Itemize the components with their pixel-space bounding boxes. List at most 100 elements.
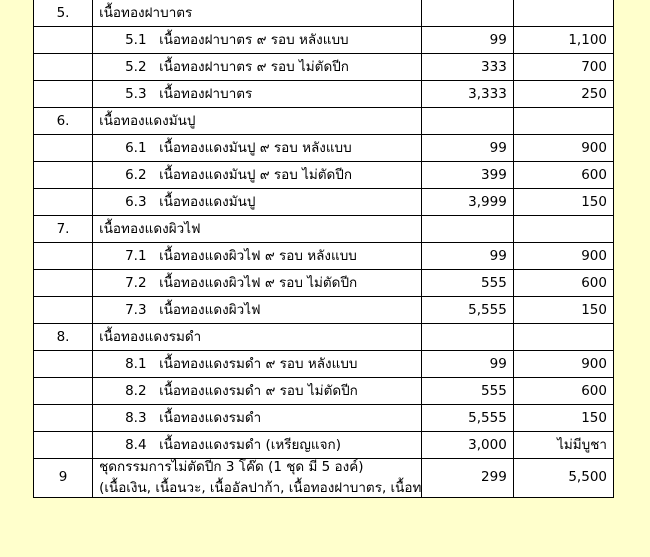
row-description-cell: 8.3 เนื้อทองแดงรมดำ [92,404,422,432]
row-price-cell: 1,100 [512,26,615,54]
row-description-cell: 5.1 เนื้อทองฝาบาตร ๙ รอบ หลังแบบ [92,26,422,54]
table-row: 8. เนื้อทองแดงรมดำ [32,323,615,351]
row-quantity-cell: 99 [420,134,514,162]
row-description-cell: ชุดกรรมการไม่ตัดปีก 3 โค๊ด (1 ชุด มี 5 อ… [92,458,422,498]
row-number-cell: 8. [32,323,94,351]
description-indent: 7.1 เนื้อทองแดงผิวไฟ ๙ รอบ หลังแบบ [99,248,357,265]
table-row: 8.2 เนื้อทองแดงรมดำ ๙ รอบ ไม่ตัดปีก 555 6… [32,377,615,405]
sub-item-number: 5.1 [125,31,147,48]
table-row: 8.3 เนื้อทองแดงรมดำ 5,555 150 [32,404,615,432]
sub-item-number: 7.2 [125,274,147,291]
sub-item-number: 5.2 [125,58,147,75]
row-number-cell [32,350,94,378]
row-description-cell: 5.3 เนื้อทองฝาบาตร [92,80,422,108]
row-quantity-cell: 399 [420,161,514,189]
row-number-cell [32,431,94,459]
row-price-cell: 700 [512,53,615,81]
row-price-cell: 600 [512,269,615,297]
table-row: 5.3 เนื้อทองฝาบาตร 3,333 250 [32,80,615,108]
description-text: เนื้อทองแดงผิวไฟ [99,220,201,237]
sub-item-number: 5.3 [125,85,147,102]
row-description-cell: เนื้อทองแดงผิวไฟ [92,215,422,243]
description-text: เนื้อทองแดงรมดำ ๙ รอบ ไม่ตัดปีก [159,382,358,399]
row-price-cell [512,215,615,243]
row-description-cell: เนื้อทองฝาบาตร [92,0,422,27]
row-price-cell: 5,500 [512,458,615,498]
row-description-cell: 6.1 เนื้อทองแดงมันปู ๙ รอบ หลังแบบ [92,134,422,162]
row-number-cell [32,242,94,270]
row-quantity-cell: 333 [420,53,514,81]
table-row: 7.2 เนื้อทองแดงผิวไฟ ๙ รอบ ไม่ตัดปีก 555 … [32,269,615,297]
row-number-cell: 6. [32,107,94,135]
description-indent: 8.2 เนื้อทองแดงรมดำ ๙ รอบ ไม่ตัดปีก [99,383,358,400]
row-price-cell: 900 [512,242,615,270]
description-text: เนื้อทองแดงผิวไฟ [159,301,261,318]
row-quantity-cell: 3,999 [420,188,514,216]
table-body: 5. เนื้อทองฝาบาตร 5.1 เนื้อทองฝาบาตร ๙ รอ… [32,0,615,498]
description-indent: 5.2 เนื้อทองฝาบาตร ๙ รอบ ไม่ตัดปีก [99,59,349,76]
row-number-cell [32,269,94,297]
table-row: 6.2 เนื้อทองแดงมันปู ๙ รอบ ไม่ตัดปีก 399 … [32,161,615,189]
row-quantity-cell [420,0,514,27]
table-row: 7. เนื้อทองแดงผิวไฟ [32,215,615,243]
row-description-cell: 7.3 เนื้อทองแดงผิวไฟ [92,296,422,324]
table-row: 8.1 เนื้อทองแดงรมดำ ๙ รอบ หลังแบบ 99 900 [32,350,615,378]
table-row: 5.2 เนื้อทองฝาบาตร ๙ รอบ ไม่ตัดปีก 333 70… [32,53,615,81]
sub-item-number: 6.2 [125,166,147,183]
row-quantity-cell: 99 [420,350,514,378]
row-number-cell [32,404,94,432]
description-text: เนื้อทองฝาบาตร ๙ รอบ ไม่ตัดปีก [159,58,349,75]
description-text: เนื้อทองแดงมันปู ๙ รอบ หลังแบบ [159,139,352,156]
description-text: เนื้อทองแดงมันปู ๙ รอบ ไม่ตัดปีก [159,166,353,183]
description-text: เนื้อทองแดงรมดำ ๙ รอบ หลังแบบ [159,355,358,372]
row-number-cell [32,161,94,189]
sub-item-number: 6.1 [125,139,147,156]
description-text-line2: (เนื้อเงิน, เนื้อนวะ, เนื้ออัลปาก้า, เนื… [99,479,422,496]
row-quantity-cell: 5,555 [420,404,514,432]
table-row: 5. เนื้อทองฝาบาตร [32,0,615,27]
sub-item-number: 7.3 [125,301,147,318]
row-description-cell: 7.2 เนื้อทองแดงผิวไฟ ๙ รอบ ไม่ตัดปีก [92,269,422,297]
row-quantity-cell: 555 [420,377,514,405]
row-price-cell: 600 [512,161,615,189]
row-description-cell: เนื้อทองแดงรมดำ [92,323,422,351]
row-number-cell [32,26,94,54]
row-description-cell: 8.1 เนื้อทองแดงรมดำ ๙ รอบ หลังแบบ [92,350,422,378]
row-number-cell: 5. [32,0,94,27]
description-text: เนื้อทองแดงรมดำ (เหรียญแจก) [159,436,341,453]
row-quantity-cell: 299 [420,458,514,498]
row-quantity-cell [420,107,514,135]
row-quantity-cell: 3,333 [420,80,514,108]
row-description-cell: 6.3 เนื้อทองแดงมันปู [92,188,422,216]
description-indent: 5.1 เนื้อทองฝาบาตร ๙ รอบ หลังแบบ [99,32,349,49]
table-row: 7.3 เนื้อทองแดงผิวไฟ 5,555 150 [32,296,615,324]
table-row: 7.1 เนื้อทองแดงผิวไฟ ๙ รอบ หลังแบบ 99 900 [32,242,615,270]
description-text: เนื้อทองฝาบาตร [159,85,253,102]
price-list-table-wrapper: 5. เนื้อทองฝาบาตร 5.1 เนื้อทองฝาบาตร ๙ รอ… [32,0,615,498]
description-indent: 6.1 เนื้อทองแดงมันปู ๙ รอบ หลังแบบ [99,140,352,157]
description-indent: 7.3 เนื้อทองแดงผิวไฟ [99,302,260,319]
sub-item-number: 6.3 [125,193,147,210]
row-price-cell: 150 [512,296,615,324]
row-description-cell: 6.2 เนื้อทองแดงมันปู ๙ รอบ ไม่ตัดปีก [92,161,422,189]
row-description-cell: 7.1 เนื้อทองแดงผิวไฟ ๙ รอบ หลังแบบ [92,242,422,270]
row-quantity-cell: 99 [420,242,514,270]
row-description-cell: 5.2 เนื้อทองฝาบาตร ๙ รอบ ไม่ตัดปีก [92,53,422,81]
row-quantity-cell: 3,000 [420,431,514,459]
description-indent: 7.2 เนื้อทองแดงผิวไฟ ๙ รอบ ไม่ตัดปีก [99,275,357,292]
table-row: 6. เนื้อทองแดงมันปู [32,107,615,135]
sub-item-number: 8.3 [125,409,147,426]
description-text: เนื้อทองแดงรมดำ [159,409,262,426]
row-price-cell: 900 [512,134,615,162]
row-quantity-cell: 5,555 [420,296,514,324]
description-indent: 8.4 เนื้อทองแดงรมดำ (เหรียญแจก) [99,437,341,454]
sub-item-number: 7.1 [125,247,147,264]
description-text-line1: ชุดกรรมการไม่ตัดปีก 3 โค๊ด (1 ชุด มี 5 อ… [99,459,364,475]
row-price-cell [512,0,615,27]
row-price-cell: 900 [512,350,615,378]
description-text: เนื้อทองแดงรมดำ [99,328,202,345]
description-text: เนื้อทองแดงผิวไฟ ๙ รอบ ไม่ตัดปีก [159,274,358,291]
row-number-cell [32,188,94,216]
row-quantity-cell [420,215,514,243]
row-price-cell: 150 [512,188,615,216]
